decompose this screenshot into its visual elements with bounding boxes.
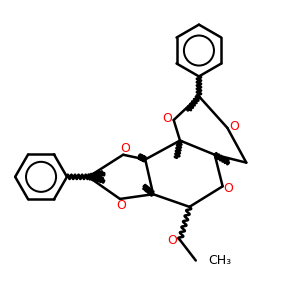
Text: O: O	[224, 182, 233, 195]
Text: O: O	[167, 233, 177, 247]
Text: CH₃: CH₃	[208, 254, 231, 267]
Text: O: O	[120, 142, 130, 155]
Text: O: O	[117, 199, 127, 212]
Text: O: O	[162, 112, 172, 125]
Text: O: O	[230, 120, 239, 133]
